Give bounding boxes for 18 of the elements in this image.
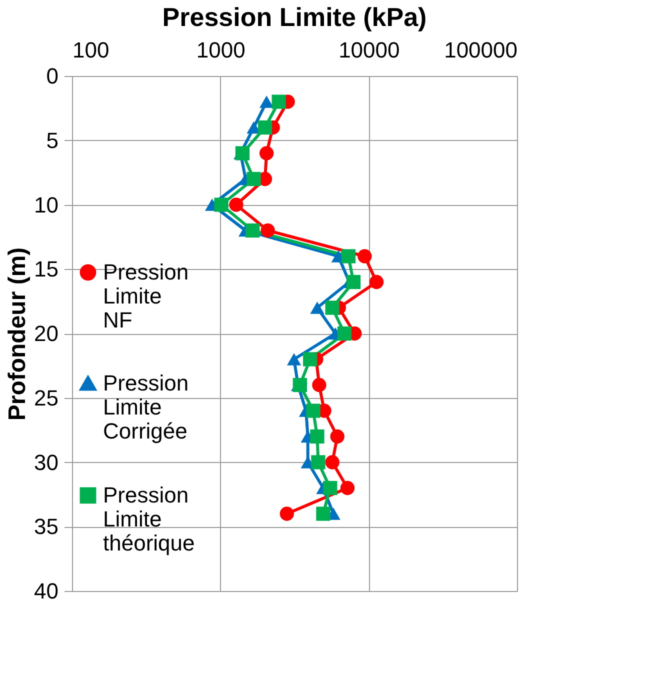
y-tick-label: 15: [34, 256, 58, 282]
y-tick-label: 20: [34, 321, 58, 346]
y-tick-label: 5: [46, 128, 58, 153]
legend-label: Pression Limite Corrigée: [103, 370, 189, 444]
y-tick-label: 25: [34, 385, 58, 410]
y-tick-label: 0: [46, 64, 58, 88]
x-tick-label: 100000: [444, 38, 518, 62]
chart-title: Pression Limite (kPa): [162, 2, 427, 32]
x-tick-label: 10000: [338, 38, 400, 62]
legend-label: Pression Limite NF: [103, 259, 189, 332]
y-tick-label: 10: [34, 192, 58, 218]
y-tick-label: 30: [34, 450, 58, 475]
y-tick-label: 35: [34, 514, 58, 540]
legend-label: Pression Limite théorique: [103, 482, 195, 556]
y-axis-title: Profondeur (m): [4, 247, 32, 421]
x-tick-label: 100: [72, 38, 110, 62]
x-tick-label: 1000: [196, 38, 246, 62]
y-tick-label: 40: [34, 578, 58, 604]
